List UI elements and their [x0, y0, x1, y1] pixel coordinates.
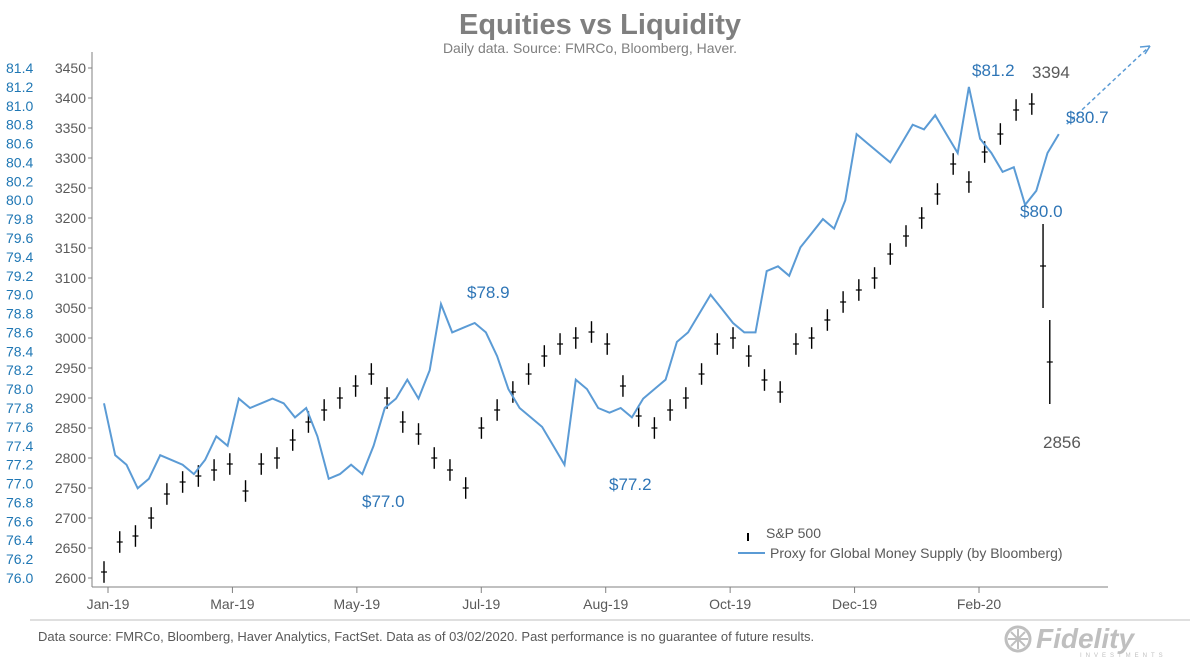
right-axis-ticks: 3450 3400 3350 3300 3250 3200 3150 3100 3050 3000…	[55, 60, 92, 586]
left-tick-label: 78.2	[6, 362, 33, 378]
annotation-label: $80.0	[1020, 202, 1063, 221]
right-tick-label: 3250	[55, 180, 86, 196]
left-tick-label: 80.2	[6, 173, 33, 189]
x-tick-label: Oct-19	[709, 596, 751, 612]
x-tick-label: Feb-20	[957, 596, 1002, 612]
logo-mark-icon	[1004, 625, 1032, 653]
x-axis-ticks: Jan-19 Mar-19 May-19 Jul-19 Aug-19 Oct-19 Dec-…	[87, 587, 1002, 612]
right-tick-label: 3350	[55, 120, 86, 136]
left-tick-label: 78.8	[6, 306, 33, 322]
right-tick-label: 3000	[55, 330, 86, 346]
right-tick-label: 3300	[55, 150, 86, 166]
right-tick-label: 3400	[55, 90, 86, 106]
left-tick-label: 80.0	[6, 192, 33, 208]
x-tick-label: Mar-19	[210, 596, 255, 612]
right-tick-label: 2800	[55, 450, 86, 466]
right-tick-label: 3100	[55, 270, 86, 286]
right-tick-label: 2600	[55, 570, 86, 586]
right-tick-label: 2750	[55, 480, 86, 496]
legend: S&P 500 Proxy for Global Money Supply (b…	[738, 525, 1063, 561]
projection-arrowhead-icon	[1139, 45, 1151, 55]
right-tick-label: 2700	[55, 510, 86, 526]
left-tick-label: 78.0	[6, 381, 33, 397]
left-tick-label: 80.8	[6, 117, 33, 133]
footnote: Data source: FMRCo, Bloomberg, Haver Ana…	[38, 629, 814, 644]
annotation-label: $78.9	[467, 283, 510, 302]
axes	[91, 52, 1108, 588]
left-tick-label: 79.0	[6, 287, 33, 303]
left-tick-label: 76.0	[6, 570, 33, 586]
logo-wordmark: Fidelity	[1036, 623, 1135, 654]
legend-label-money-supply: Proxy for Global Money Supply (by Bloomb…	[770, 545, 1063, 561]
right-tick-label: 2850	[55, 420, 86, 436]
left-tick-label: 76.2	[6, 551, 33, 567]
right-tick-label: 2900	[55, 390, 86, 406]
logo-subtext: INVESTMENTS	[1080, 653, 1167, 659]
x-tick-label: Dec-19	[832, 596, 877, 612]
left-tick-label: 81.0	[6, 98, 33, 114]
annotation-label: $81.2	[972, 61, 1015, 80]
x-tick-label: May-19	[334, 596, 381, 612]
annotation-label: $77.2	[609, 475, 652, 494]
x-tick-label: Jul-19	[462, 596, 500, 612]
left-tick-label: 77.0	[6, 476, 33, 492]
x-tick-label: Aug-19	[583, 596, 628, 612]
left-tick-label: 77.6	[6, 419, 33, 435]
left-tick-label: 77.8	[6, 400, 33, 416]
projection-arrow	[1066, 45, 1151, 125]
left-tick-label: 79.4	[6, 249, 33, 265]
annotations: $81.2 3394 $80.7 $80.0 $78.9 $77.0 $77.2 2856	[362, 61, 1109, 511]
left-tick-label: 81.4	[6, 60, 33, 76]
right-tick-label: 3150	[55, 240, 86, 256]
left-tick-label: 77.4	[6, 438, 33, 454]
left-axis-ticks: 81.4 81.2 81.0 80.8 80.6 80.4 80.2 80.0 79.8 79.6…	[6, 60, 33, 586]
left-tick-label: 76.8	[6, 494, 33, 510]
left-tick-label: 78.6	[6, 324, 33, 340]
right-tick-label: 3050	[55, 300, 86, 316]
annotation-label: 3394	[1032, 63, 1070, 82]
money-supply-series	[103, 45, 1151, 490]
fidelity-logo: Fidelity INVESTMENTS	[1004, 623, 1167, 659]
left-tick-label: 78.4	[6, 343, 33, 359]
right-tick-label: 2650	[55, 540, 86, 556]
left-tick-label: 77.2	[6, 457, 33, 473]
right-tick-label: 3200	[55, 210, 86, 226]
annotation-label: $80.7	[1066, 108, 1109, 127]
right-tick-label: 3450	[55, 60, 86, 76]
chart-title: Equities vs Liquidity	[459, 9, 741, 41]
money-supply-line	[103, 86, 1060, 490]
logo-rays-icon	[1008, 629, 1028, 649]
x-tick-label: Jan-19	[87, 596, 130, 612]
left-tick-label: 81.2	[6, 79, 33, 95]
right-tick-label: 2950	[55, 360, 86, 376]
annotation-label: $77.0	[362, 492, 405, 511]
left-tick-label: 76.6	[6, 513, 33, 529]
left-tick-label: 80.4	[6, 154, 33, 170]
left-tick-label: 80.6	[6, 136, 33, 152]
left-tick-label: 79.6	[6, 230, 33, 246]
sp500-series	[101, 93, 1053, 583]
legend-label-sp500: S&P 500	[766, 525, 821, 541]
left-tick-label: 76.4	[6, 532, 33, 548]
left-tick-label: 79.8	[6, 211, 33, 227]
annotation-label: 2856	[1043, 433, 1081, 452]
chart-subtitle: Daily data. Source: FMRCo, Bloomberg, Ha…	[443, 40, 737, 56]
left-tick-label: 79.2	[6, 268, 33, 284]
